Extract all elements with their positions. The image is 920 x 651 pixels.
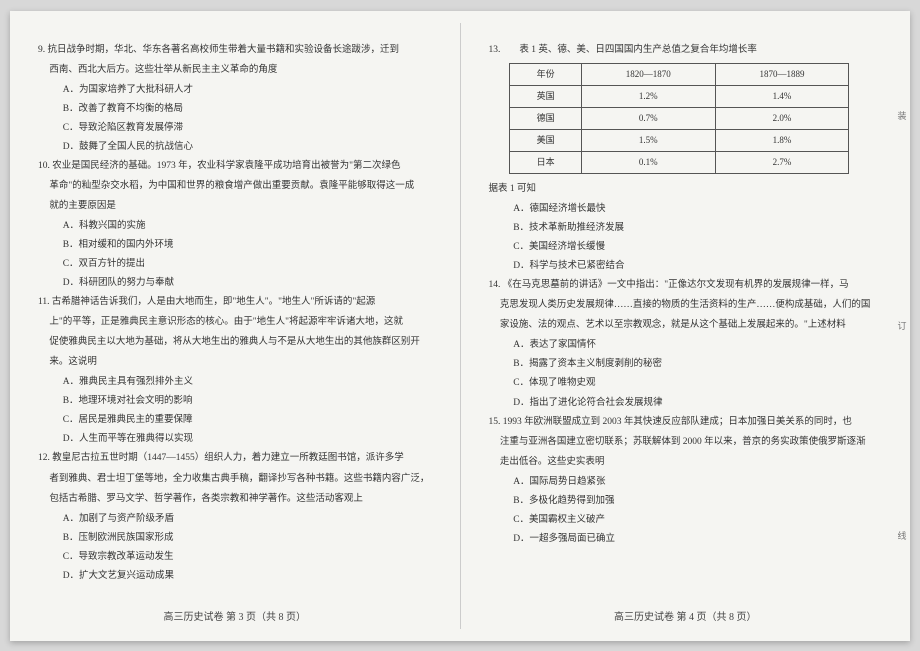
q9-cont: 西南、西北大后方。这些壮举从新民主主义革命的角度 xyxy=(38,61,432,79)
q15-opt-d: D．一超多强局面已确立 xyxy=(489,530,883,548)
q12-opt-d: D．扩大文艺复兴运动成果 xyxy=(38,567,432,585)
q11-opt-d: D．人生而平等在雅典得以实现 xyxy=(38,430,432,448)
table-row: 英国 1.2% 1.4% xyxy=(510,85,849,107)
q12-cont1: 者到雅典、君士坦丁堡等地，全力收集古典手稿，翻译抄写各种书籍。这些书籍内容广泛， xyxy=(38,470,432,488)
q10-cont2: 就的主要原因是 xyxy=(38,197,432,215)
q9-opt-a: A．为国家培养了大批科研人才 xyxy=(38,81,432,99)
q12-opt-b: B．压制欧洲民族国家形成 xyxy=(38,529,432,547)
q15-opt-c: C．美国霸权主义破产 xyxy=(489,511,883,529)
q12-cont2: 包括古希腊、罗马文学、哲学著作，各类宗教和神学著作。这些活动客观上 xyxy=(38,490,432,508)
q14-opt-a: A．表达了家国情怀 xyxy=(489,336,883,354)
table-row: 德国 0.7% 2.0% xyxy=(510,107,849,129)
page-4: 13. 表 1 英、德、美、日四国国内生产总值之复合年均增长率 年份 1820—… xyxy=(461,11,911,641)
q13-stem: 13. 表 1 英、德、美、日四国国内生产总值之复合年均增长率 xyxy=(489,41,883,59)
q12-opt-a: A．加剧了与资产阶级矛盾 xyxy=(38,510,432,528)
q14-opt-d: D．指出了进化论符合社会发展规律 xyxy=(489,394,883,412)
page-3: 9. 抗日战争时期，华北、华东各著名高校师生带着大量书籍和实验设备长途跋涉，迁到… xyxy=(10,11,460,641)
q14-cont2: 家设施、法的观点、艺术以至宗教观念，就是从这个基础上发展起来的。"上述材料 xyxy=(489,316,883,334)
th-col1: 1820—1870 xyxy=(581,63,715,85)
q10-cont1: 革命"的籼型杂交水稻，为中国和世界的粮食增产做出重要贡献。袁隆平能够取得这一成 xyxy=(38,177,432,195)
q10-opt-c: C．双百方针的提出 xyxy=(38,255,432,273)
q14-opt-c: C．体现了唯物史观 xyxy=(489,374,883,392)
q12-opt-c: C．导致宗教改革运动发生 xyxy=(38,548,432,566)
q15-cont1: 注重与亚洲各国建立密切联系；苏联解体到 2000 年以来，普京的务实政策使俄罗斯… xyxy=(489,433,883,451)
page-3-footer: 高三历史试卷 第 3 页（共 8 页） xyxy=(10,608,460,627)
q15-opt-a: A．国际局势日趋紧张 xyxy=(489,473,883,491)
th-year: 年份 xyxy=(510,63,582,85)
q10-opt-b: B．相对缓和的国内外环境 xyxy=(38,236,432,254)
th-col2: 1870—1889 xyxy=(715,63,849,85)
q9-opt-c: C．导致沦陷区教育发展停滞 xyxy=(38,119,432,137)
table-row: 美国 1.5% 1.8% xyxy=(510,129,849,151)
q13-opt-a: A．德国经济增长最快 xyxy=(489,200,883,218)
q14-stem: 14. 《在马克思墓前的讲话》一文中指出："正像达尔文发现有机界的发展规律一样，… xyxy=(489,276,883,294)
q15-stem: 15. 1993 年欧洲联盟成立到 2003 年其快速反应部队建成；日本加强日美… xyxy=(489,413,883,431)
q9-opt-d: D．鼓舞了全国人民的抗战信心 xyxy=(38,138,432,156)
q13-opt-b: B．技术革新助推经济发展 xyxy=(489,219,883,237)
q13-opt-d: D．科学与技术已紧密结合 xyxy=(489,257,883,275)
binding-char: 订 xyxy=(892,321,909,330)
q14-cont1: 克思发现人类历史发展规律……直接的物质的生活资料的生产……便构成基础，人们的国 xyxy=(489,296,883,314)
q11-cont2: 促使雅典民主以大地为基础，将从大地生出的雅典人与不是从大地生出的其他族群区别开 xyxy=(38,333,432,351)
q10-opt-d: D．科研团队的努力与奉献 xyxy=(38,274,432,292)
q11-opt-a: A．雅典民主具有强烈排外主义 xyxy=(38,373,432,391)
q12-stem: 12. 教皇尼古拉五世时期（1447—1455）组织人力，着力建立一所教廷图书馆… xyxy=(38,449,432,467)
q11-opt-c: C．居民是雅典民主的重要保障 xyxy=(38,411,432,429)
page-4-footer: 高三历史试卷 第 4 页（共 8 页） xyxy=(461,608,911,627)
q15-cont2: 走出低谷。这些史实表明 xyxy=(489,453,883,471)
q11-opt-b: B．地理环境对社会文明的影响 xyxy=(38,392,432,410)
q13-table: 年份 1820—1870 1870—1889 英国 1.2% 1.4% 德国 0… xyxy=(509,63,849,174)
q11-cont3: 来。这说明 xyxy=(38,353,432,371)
table-header-row: 年份 1820—1870 1870—1889 xyxy=(510,63,849,85)
q15-opt-b: B．多极化趋势得到加强 xyxy=(489,492,883,510)
exam-sheet: 9. 抗日战争时期，华北、华东各著名高校师生带着大量书籍和实验设备长途跋涉，迁到… xyxy=(10,11,910,641)
q11-cont1: 上"的平等，正是雅典民主意识形态的核心。由于"地生人"将起源牢牢诉诸大地，这就 xyxy=(38,313,432,331)
q13-num: 13. xyxy=(489,45,501,55)
q10-opt-a: A．科教兴国的实施 xyxy=(38,217,432,235)
q13-lead: 据表 1 可知 xyxy=(489,180,883,198)
binding-char: 线 xyxy=(892,531,909,540)
q10-stem: 10. 农业是国民经济的基础。1973 年，农业科学家袁隆平成功培育出被誉为"第… xyxy=(38,157,432,175)
binding-char: 装 xyxy=(892,111,909,120)
table-row: 日本 0.1% 2.7% xyxy=(510,151,849,173)
q9-stem: 9. 抗日战争时期，华北、华东各著名高校师生带着大量书籍和实验设备长途跋涉，迁到 xyxy=(38,41,432,59)
q9-opt-b: B．改善了教育不均衡的格局 xyxy=(38,100,432,118)
binding-margin: 装 订 线 xyxy=(894,11,908,641)
q14-opt-b: B．揭露了资本主义制度剥削的秘密 xyxy=(489,355,883,373)
q13-opt-c: C．美国经济增长缓慢 xyxy=(489,238,883,256)
q11-stem: 11. 古希腊神话告诉我们，人是由大地而生，即"地生人"。"地生人"所诉请的"起… xyxy=(38,293,432,311)
q13-title: 表 1 英、德、美、日四国国内生产总值之复合年均增长率 xyxy=(519,45,757,55)
